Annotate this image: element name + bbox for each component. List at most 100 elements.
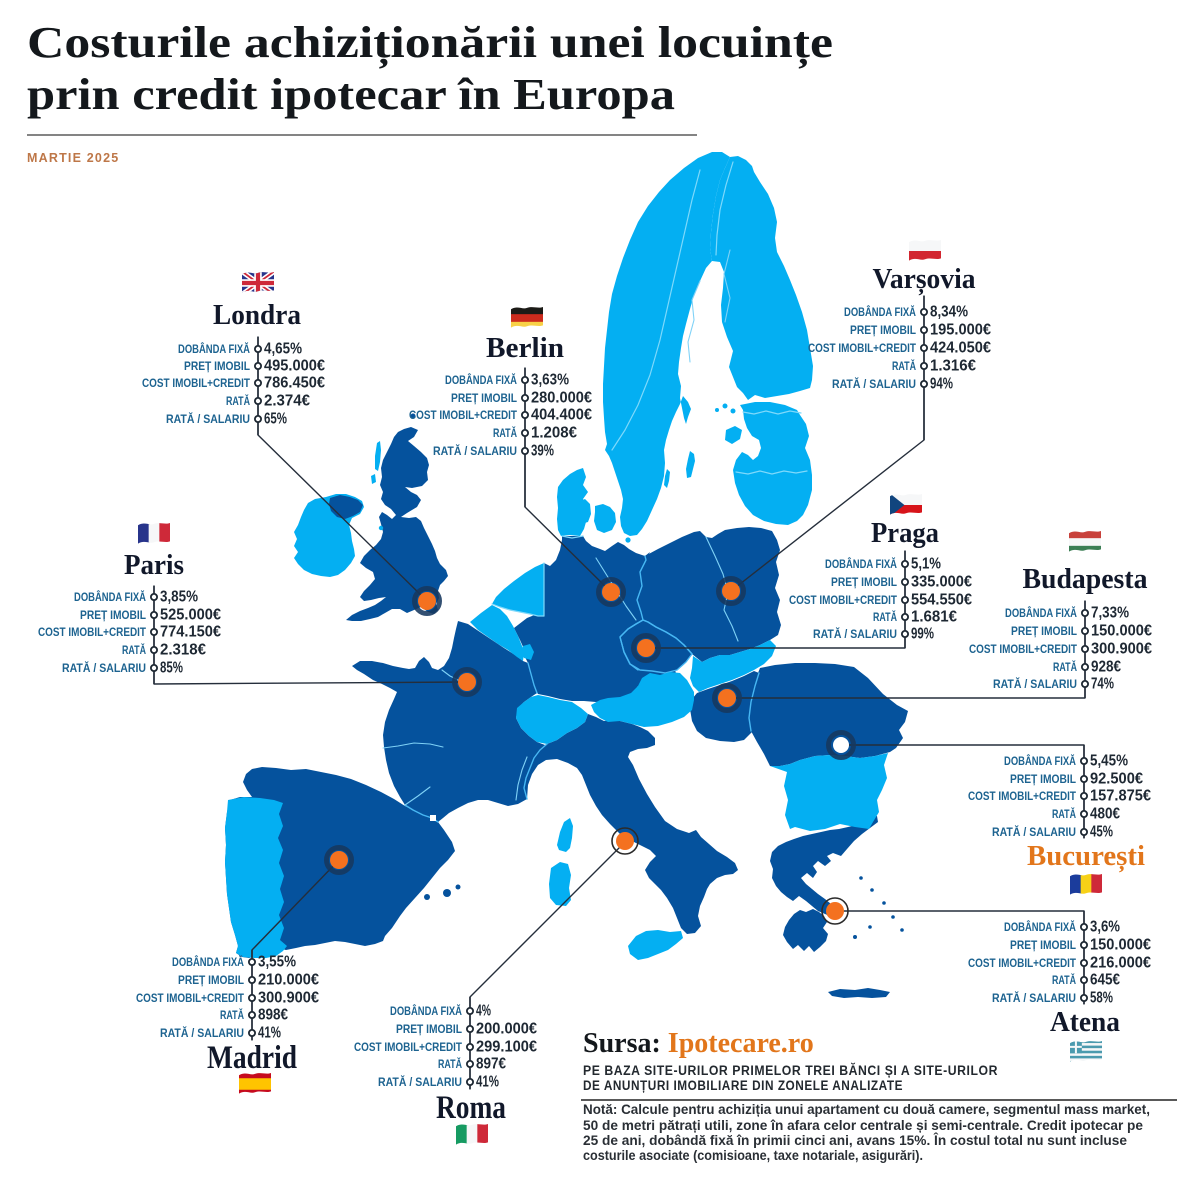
svg-text:25 de ani, dobândă fixă în pri: 25 de ani, dobândă fixă în primii cinci …	[583, 1133, 1127, 1148]
svg-text:RATĂ: RATĂ	[493, 425, 517, 440]
svg-text:3,55%: 3,55%	[258, 954, 296, 971]
svg-text:3,6%: 3,6%	[1090, 919, 1120, 936]
svg-text:Londra: Londra	[213, 299, 301, 331]
svg-text:RATĂ / SALARIU: RATĂ / SALARIU	[992, 824, 1076, 839]
svg-text:480€: 480€	[1090, 806, 1120, 823]
svg-text:Atena: Atena	[1050, 1006, 1120, 1038]
svg-text:2.374€: 2.374€	[264, 393, 310, 410]
svg-text:DOBÂNDA FIXĂ: DOBÂNDA FIXĂ	[390, 1003, 462, 1018]
svg-text:RATĂ / SALARIU: RATĂ / SALARIU	[993, 676, 1077, 691]
svg-text:898€: 898€	[258, 1007, 288, 1024]
svg-text:DOBÂNDA FIXĂ: DOBÂNDA FIXĂ	[1004, 919, 1076, 934]
svg-text:COST IMOBIL+CREDIT: COST IMOBIL+CREDIT	[354, 1040, 463, 1054]
svg-text:PREȚ IMOBIL: PREȚ IMOBIL	[178, 973, 244, 987]
svg-text:COST IMOBIL+CREDIT: COST IMOBIL+CREDIT	[808, 341, 917, 355]
svg-text:45%: 45%	[1090, 824, 1113, 841]
svg-text:RATĂ / SALARIU: RATĂ / SALARIU	[813, 626, 897, 641]
svg-text:5,45%: 5,45%	[1090, 753, 1128, 770]
svg-text:897€: 897€	[476, 1056, 506, 1073]
svg-text:1.681€: 1.681€	[911, 609, 957, 626]
svg-text:DOBÂNDA FIXĂ: DOBÂNDA FIXĂ	[172, 954, 244, 969]
svg-text:RATĂ / SALARIU: RATĂ / SALARIU	[378, 1074, 462, 1089]
svg-text:39%: 39%	[531, 443, 554, 460]
svg-text:PREȚ IMOBIL: PREȚ IMOBIL	[1011, 624, 1077, 638]
svg-text:50 de metri pătrați utili, zon: 50 de metri pătrați utili, zone în afara…	[583, 1118, 1143, 1133]
svg-text:RATĂ: RATĂ	[1052, 972, 1076, 987]
svg-text:DOBÂNDA FIXĂ: DOBÂNDA FIXĂ	[1005, 605, 1077, 620]
svg-text:RATĂ: RATĂ	[873, 609, 897, 624]
svg-text:DE ANUNȚURI IMOBILIARE DIN ZON: DE ANUNȚURI IMOBILIARE DIN ZONELE ANALIZ…	[583, 1078, 903, 1093]
svg-text:COST IMOBIL+CREDIT: COST IMOBIL+CREDIT	[142, 376, 251, 390]
svg-text:COST IMOBIL+CREDIT: COST IMOBIL+CREDIT	[789, 593, 898, 607]
svg-text:150.000€: 150.000€	[1090, 937, 1151, 954]
svg-text:58%: 58%	[1090, 990, 1113, 1007]
svg-text:8,34%: 8,34%	[930, 304, 968, 321]
svg-text:7,33%: 7,33%	[1091, 605, 1129, 622]
svg-text:200.000€: 200.000€	[476, 1021, 537, 1038]
svg-text:RATĂ: RATĂ	[226, 393, 250, 408]
svg-text:costurile asociate (comisioane: costurile asociate (comisioane, taxe not…	[583, 1148, 923, 1163]
svg-text:Roma: Roma	[436, 1090, 506, 1126]
svg-text:Praga: Praga	[871, 517, 939, 549]
svg-text:PREȚ IMOBIL: PREȚ IMOBIL	[396, 1022, 462, 1036]
svg-text:554.550€: 554.550€	[911, 592, 972, 609]
svg-text:525.000€: 525.000€	[160, 607, 221, 624]
svg-text:928€: 928€	[1091, 659, 1121, 676]
svg-text:RATĂ: RATĂ	[122, 642, 146, 657]
svg-text:COST IMOBIL+CREDIT: COST IMOBIL+CREDIT	[136, 991, 245, 1005]
svg-text:774.150€: 774.150€	[160, 624, 221, 641]
svg-text:DOBÂNDA FIXĂ: DOBÂNDA FIXĂ	[844, 304, 916, 319]
svg-text:5,1%: 5,1%	[911, 556, 941, 573]
svg-text:335.000€: 335.000€	[911, 574, 972, 591]
svg-text:COST IMOBIL+CREDIT: COST IMOBIL+CREDIT	[968, 956, 1077, 970]
svg-text:RATĂ: RATĂ	[1052, 806, 1076, 821]
svg-text:DOBÂNDA FIXĂ: DOBÂNDA FIXĂ	[1004, 753, 1076, 768]
svg-text:3,85%: 3,85%	[160, 589, 198, 606]
svg-text:PREȚ IMOBIL: PREȚ IMOBIL	[1010, 938, 1076, 952]
svg-text:Budapesta: Budapesta	[1023, 563, 1148, 595]
svg-text:București: București	[1027, 840, 1145, 873]
svg-text:RATĂ: RATĂ	[438, 1056, 462, 1071]
svg-text:210.000€: 210.000€	[258, 972, 319, 989]
svg-text:DOBÂNDA FIXĂ: DOBÂNDA FIXĂ	[178, 341, 250, 356]
svg-text:PREȚ IMOBIL: PREȚ IMOBIL	[850, 323, 916, 337]
svg-text:RATĂ / SALARIU: RATĂ / SALARIU	[62, 660, 146, 675]
svg-text:404.400€: 404.400€	[531, 407, 592, 424]
svg-text:645€: 645€	[1090, 972, 1120, 989]
svg-text:PREȚ IMOBIL: PREȚ IMOBIL	[451, 391, 517, 405]
svg-text:1.208€: 1.208€	[531, 425, 577, 442]
svg-text:PE BAZA SITE-URILOR PRIMELOR T: PE BAZA SITE-URILOR PRIMELOR TREI BĂNCI …	[583, 1063, 998, 1078]
svg-text:41%: 41%	[258, 1025, 281, 1042]
svg-text:300.900€: 300.900€	[258, 990, 319, 1007]
svg-text:85%: 85%	[160, 660, 183, 677]
svg-text:41%: 41%	[476, 1074, 499, 1091]
svg-text:PREȚ IMOBIL: PREȚ IMOBIL	[831, 575, 897, 589]
svg-text:92.500€: 92.500€	[1090, 771, 1143, 788]
svg-text:Sursa: Ipotecare.ro: Sursa: Ipotecare.ro	[583, 1028, 814, 1059]
svg-text:PREȚ IMOBIL: PREȚ IMOBIL	[80, 608, 146, 622]
svg-text:COST IMOBIL+CREDIT: COST IMOBIL+CREDIT	[38, 625, 147, 639]
svg-text:280.000€: 280.000€	[531, 390, 592, 407]
svg-text:300.900€: 300.900€	[1091, 641, 1152, 658]
svg-text:RATĂ: RATĂ	[1053, 659, 1077, 674]
svg-text:Notă: Calcule pentru achiziția: Notă: Calcule pentru achiziția unui apar…	[583, 1102, 1150, 1117]
svg-text:195.000€: 195.000€	[930, 322, 991, 339]
svg-text:3,63%: 3,63%	[531, 372, 569, 389]
svg-text:Berlin: Berlin	[486, 332, 564, 364]
svg-text:Madrid: Madrid	[207, 1040, 297, 1076]
svg-text:94%: 94%	[930, 376, 953, 393]
svg-text:RATĂ / SALARIU: RATĂ / SALARIU	[160, 1025, 244, 1040]
svg-text:4%: 4%	[476, 1003, 491, 1020]
svg-text:PREȚ IMOBIL: PREȚ IMOBIL	[184, 359, 250, 373]
svg-text:DOBÂNDA FIXĂ: DOBÂNDA FIXĂ	[445, 372, 517, 387]
svg-text:MARTIE 2025: MARTIE 2025	[27, 151, 119, 165]
svg-text:1.316€: 1.316€	[930, 358, 976, 375]
svg-text:74%: 74%	[1091, 676, 1114, 693]
svg-text:DOBÂNDA FIXĂ: DOBÂNDA FIXĂ	[74, 589, 146, 604]
svg-text:RATĂ / SALARIU: RATĂ / SALARIU	[166, 411, 250, 426]
svg-text:786.450€: 786.450€	[264, 375, 325, 392]
svg-text:RATĂ: RATĂ	[892, 358, 916, 373]
svg-text:PREȚ IMOBIL: PREȚ IMOBIL	[1010, 772, 1076, 786]
svg-text:216.000€: 216.000€	[1090, 955, 1151, 972]
svg-text:424.050€: 424.050€	[930, 340, 991, 357]
